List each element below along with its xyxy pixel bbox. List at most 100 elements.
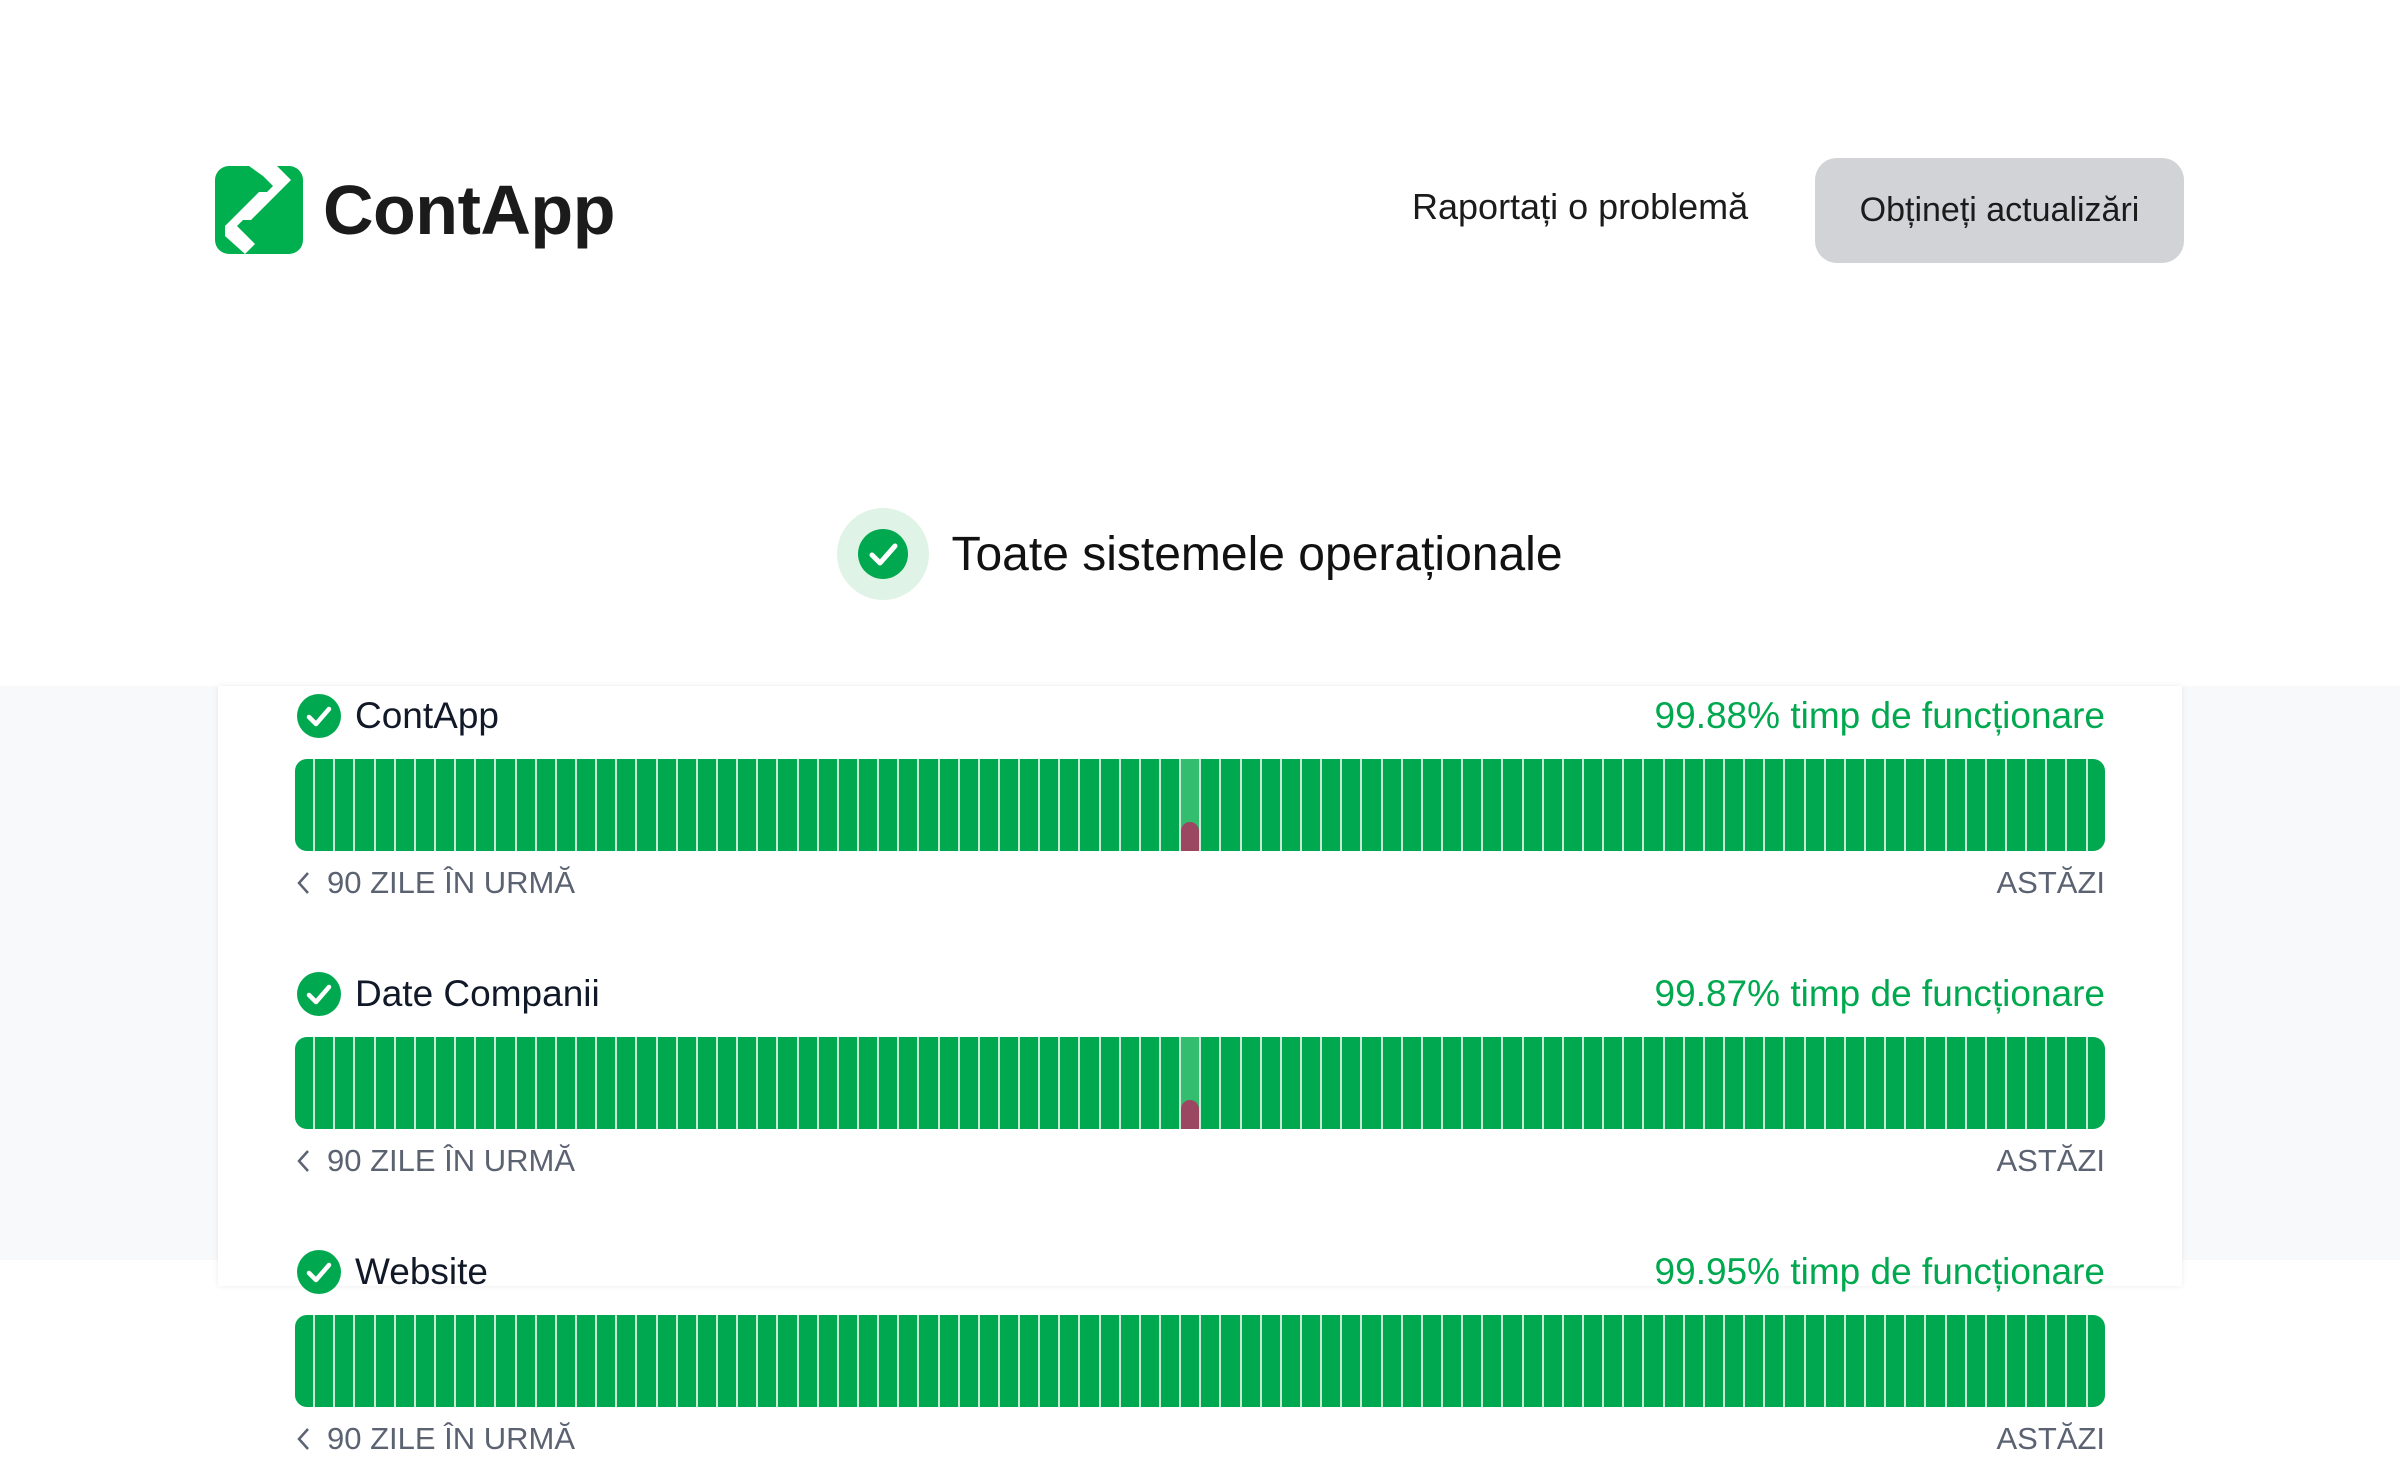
uptime-day-bar[interactable] <box>899 1315 918 1407</box>
uptime-day-bar[interactable] <box>1704 759 1723 851</box>
uptime-day-bar[interactable] <box>1906 759 1925 851</box>
uptime-day-bar[interactable] <box>1845 1315 1864 1407</box>
uptime-day-bar[interactable] <box>1302 759 1321 851</box>
logo[interactable]: ContApp <box>215 166 615 254</box>
uptime-day-bar[interactable] <box>778 759 797 851</box>
uptime-day-bar[interactable] <box>2006 1315 2026 1407</box>
uptime-day-bar[interactable] <box>1946 1037 1965 1129</box>
uptime-day-bar[interactable] <box>2067 1315 2086 1407</box>
uptime-day-bar[interactable] <box>1886 759 1905 851</box>
uptime-day-bar[interactable] <box>556 1315 575 1407</box>
uptime-day-bar[interactable] <box>899 1037 918 1129</box>
report-problem-link[interactable]: Raportați o problemă <box>1412 186 1749 227</box>
uptime-day-bar[interactable] <box>335 1315 354 1407</box>
uptime-day-bar[interactable] <box>1684 1037 1703 1129</box>
uptime-day-bar[interactable] <box>939 1037 958 1129</box>
uptime-day-bar[interactable] <box>1664 759 1683 851</box>
uptime-day-bar[interactable] <box>1805 759 1824 851</box>
uptime-day-bar[interactable] <box>315 1037 334 1129</box>
uptime-day-bar[interactable] <box>1886 1037 1905 1129</box>
uptime-day-bar[interactable] <box>838 759 857 851</box>
uptime-day-bar[interactable] <box>476 1315 495 1407</box>
uptime-day-bar[interactable] <box>315 759 334 851</box>
uptime-day-bar[interactable] <box>1040 759 1059 851</box>
uptime-day-bar[interactable] <box>375 1315 394 1407</box>
uptime-day-bar[interactable] <box>617 1315 636 1407</box>
uptime-day-bar[interactable] <box>1785 759 1804 851</box>
uptime-day-bar[interactable] <box>1020 1037 1039 1129</box>
uptime-day-bar[interactable] <box>2087 1315 2105 1407</box>
uptime-day-bar[interactable] <box>1463 759 1482 851</box>
uptime-day-bar[interactable] <box>1120 759 1139 851</box>
uptime-day-bar[interactable] <box>818 1037 837 1129</box>
uptime-day-bar[interactable] <box>1765 759 1784 851</box>
uptime-day-bar[interactable] <box>1040 1315 1059 1407</box>
uptime-day-bar[interactable] <box>1584 1315 1603 1407</box>
uptime-day-bar[interactable] <box>1322 759 1341 851</box>
uptime-day-bar[interactable] <box>1221 1315 1240 1407</box>
uptime-day-bar[interactable] <box>1684 1315 1703 1407</box>
uptime-day-bar[interactable] <box>1241 1315 1260 1407</box>
uptime-day-bar[interactable] <box>375 1037 394 1129</box>
uptime-day-bar[interactable] <box>1100 759 1119 851</box>
uptime-day-bar[interactable] <box>617 759 636 851</box>
uptime-day-bar[interactable] <box>697 1315 716 1407</box>
uptime-day-bar[interactable] <box>1221 759 1240 851</box>
uptime-day-bar[interactable] <box>1402 1037 1421 1129</box>
uptime-day-bar[interactable] <box>2027 1315 2046 1407</box>
uptime-day-bar[interactable] <box>1624 1037 1643 1129</box>
uptime-day-bar[interactable] <box>1644 1037 1663 1129</box>
uptime-day-bar[interactable] <box>1503 1315 1522 1407</box>
uptime-day-bar[interactable] <box>677 1037 696 1129</box>
uptime-day-bar[interactable] <box>818 759 837 851</box>
chevron-left-icon[interactable] <box>295 1426 311 1452</box>
uptime-day-bar[interactable] <box>1845 759 1864 851</box>
uptime-day-bar[interactable] <box>1664 1037 1683 1129</box>
uptime-day-bar[interactable] <box>2047 759 2066 851</box>
uptime-day-bar[interactable] <box>919 759 938 851</box>
uptime-day-bar[interactable] <box>1543 1037 1562 1129</box>
uptime-day-bar[interactable] <box>2006 759 2026 851</box>
uptime-day-bar[interactable] <box>576 1037 596 1129</box>
uptime-day-bar[interactable] <box>1765 1315 1784 1407</box>
uptime-day-bar[interactable] <box>435 759 455 851</box>
uptime-day-bar[interactable] <box>496 1315 515 1407</box>
uptime-day-bar[interactable] <box>738 759 757 851</box>
uptime-day-bar[interactable] <box>556 759 575 851</box>
uptime-day-bar[interactable] <box>879 1315 898 1407</box>
uptime-day-bar[interactable] <box>1865 759 1885 851</box>
uptime-day-bar[interactable] <box>576 1315 596 1407</box>
uptime-day-bar[interactable] <box>2067 759 2086 851</box>
uptime-day-bar[interactable] <box>1745 1315 1764 1407</box>
uptime-day-bar[interactable] <box>778 1315 797 1407</box>
uptime-day-bar[interactable] <box>1120 1315 1139 1407</box>
uptime-day-bar[interactable] <box>1422 1315 1442 1407</box>
uptime-day-bar[interactable] <box>818 1315 837 1407</box>
uptime-day-bar[interactable] <box>1563 1037 1582 1129</box>
uptime-day-bar[interactable] <box>576 759 596 851</box>
uptime-day-bar[interactable] <box>1704 1037 1723 1129</box>
uptime-day-bar[interactable] <box>617 1037 636 1129</box>
uptime-day-bar[interactable] <box>1221 1037 1240 1129</box>
uptime-day-bar[interactable] <box>1543 759 1562 851</box>
uptime-day-bar[interactable] <box>1503 1037 1522 1129</box>
uptime-day-bar[interactable] <box>1201 759 1220 851</box>
uptime-day-bar[interactable] <box>1060 759 1079 851</box>
uptime-day-bar[interactable] <box>335 759 354 851</box>
uptime-day-bar[interactable] <box>838 1037 857 1129</box>
uptime-day-bar[interactable] <box>1281 1315 1301 1407</box>
uptime-day-bar[interactable] <box>1281 1037 1301 1129</box>
uptime-day-bar[interactable] <box>1765 1037 1784 1129</box>
uptime-day-bar[interactable] <box>476 759 495 851</box>
uptime-day-bar[interactable] <box>536 1037 555 1129</box>
uptime-day-bar[interactable] <box>1644 759 1663 851</box>
uptime-day-bar[interactable] <box>1805 1037 1824 1129</box>
uptime-day-bar[interactable] <box>939 1315 958 1407</box>
uptime-day-bar[interactable] <box>2047 1037 2066 1129</box>
uptime-day-bar[interactable] <box>1523 1037 1542 1129</box>
uptime-day-bar[interactable] <box>1785 1037 1804 1129</box>
uptime-day-bar[interactable] <box>738 1037 757 1129</box>
uptime-day-bar[interactable] <box>1946 1315 1965 1407</box>
uptime-day-bar[interactable] <box>798 759 817 851</box>
uptime-day-bar[interactable] <box>939 759 958 851</box>
